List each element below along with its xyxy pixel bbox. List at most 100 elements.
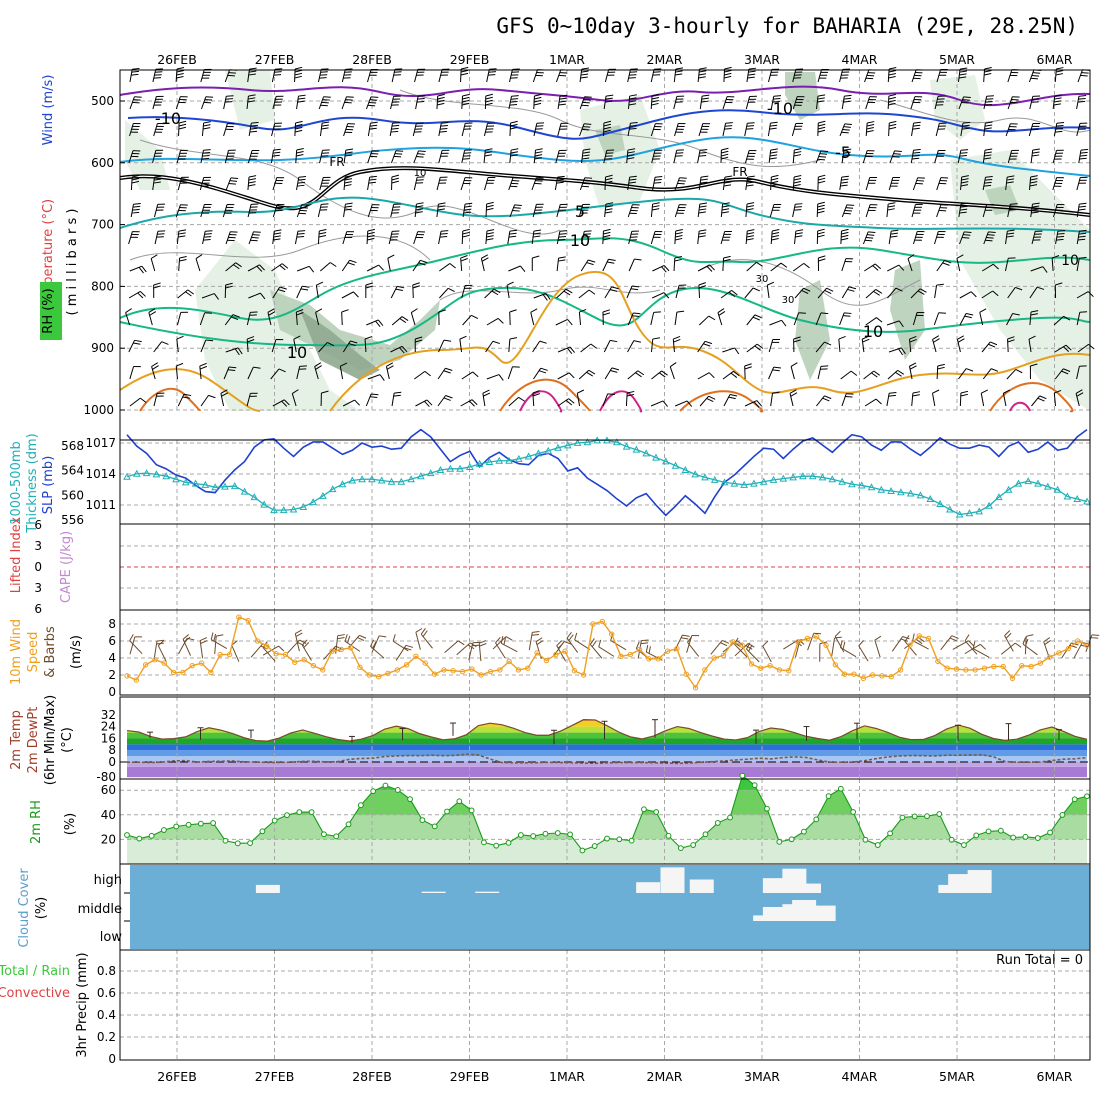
wind10m-barb xyxy=(964,640,978,655)
rh2m-point xyxy=(714,820,721,826)
rh2m-point xyxy=(542,830,549,837)
upper-wind-barb xyxy=(223,123,228,137)
upper-wind-barb xyxy=(887,68,890,83)
upper-wind-barb xyxy=(909,366,913,380)
wind10m-barb-feather xyxy=(1043,637,1050,643)
thickness-point xyxy=(417,472,425,480)
upper-wind-barb-feather xyxy=(862,335,870,340)
upper-wind-barb xyxy=(461,150,466,164)
upper-wind-barb xyxy=(199,312,206,326)
wind10m-point xyxy=(571,668,578,674)
upper-wind-barb-feather xyxy=(247,100,256,103)
lifted-tick: 3 xyxy=(34,539,42,553)
upper-wind-barb-feather xyxy=(486,235,494,238)
rh2m-point xyxy=(197,820,204,827)
upper-wind-barb xyxy=(248,123,252,137)
upper-wind-barb xyxy=(152,177,155,191)
thickness-point xyxy=(808,472,817,480)
upper-wind-barb-feather xyxy=(139,291,146,297)
upper-wind-barb xyxy=(341,69,346,83)
thickness-point xyxy=(456,464,464,472)
slp-grid xyxy=(120,440,1090,524)
upper-air-grid xyxy=(120,70,1090,411)
thickness-point xyxy=(221,482,229,490)
wind10m-barb-feather xyxy=(210,632,214,640)
upper-wind-barb-feather xyxy=(195,254,203,260)
upper-wind-barb-feather xyxy=(843,315,851,317)
wind10m-barb-feather xyxy=(687,636,693,643)
upper-wind-barb-feather xyxy=(1009,209,1017,211)
upper-wind-barb-feather xyxy=(1078,208,1086,211)
upper-wind-barb xyxy=(533,367,542,380)
upper-wind-barb xyxy=(934,96,939,110)
upper-wind-barb-feather xyxy=(386,365,394,370)
upper-wind-barb xyxy=(960,177,963,191)
upper-wind-barb-feather xyxy=(318,231,327,235)
upper-wind-barb-feather xyxy=(793,336,801,340)
upper-wind-barb-feather xyxy=(663,265,670,272)
thickness-point xyxy=(230,482,239,490)
temp-band xyxy=(127,719,1087,721)
upper-wind-barb xyxy=(839,312,845,326)
upper-wind-barb-feather xyxy=(633,312,641,315)
thickness-point xyxy=(642,449,651,457)
upper-wind-barb xyxy=(410,312,416,326)
precip-tick: 0.8 xyxy=(97,964,116,978)
upper-wind-barb xyxy=(768,150,772,164)
wind10m-barb-feather xyxy=(303,642,310,649)
upper-wind-barb xyxy=(1076,96,1080,110)
upper-wind-barb-feather xyxy=(535,148,543,151)
upper-wind-barb xyxy=(317,69,322,83)
upper-wind-barb-feather xyxy=(819,153,828,155)
wind10m-barb-feather xyxy=(422,630,428,637)
wind10m-barb xyxy=(214,636,217,655)
upper-wind-barb-feather xyxy=(391,174,400,178)
upper-wind-barb-feather xyxy=(510,126,518,130)
upper-wind-barb-feather xyxy=(956,254,964,259)
upper-wind-barb xyxy=(580,231,585,245)
upper-wind-barb xyxy=(438,150,443,164)
upper-wind-barb xyxy=(1052,177,1058,191)
upper-wind-barb-feather xyxy=(698,73,707,76)
upper-wind-barb-feather xyxy=(843,100,851,103)
wind10m-barb xyxy=(1000,642,1016,655)
upper-wind-barb xyxy=(652,292,665,299)
wind10m-barb xyxy=(444,640,459,654)
wind10m-barb-feather xyxy=(129,634,134,641)
upper-wind-barb-feather xyxy=(132,205,141,208)
upper-wind-barb xyxy=(698,123,704,137)
upper-wind-barb-feather xyxy=(399,347,405,354)
upper-wind-barb-feather xyxy=(248,178,256,181)
upper-wind-barb-feather xyxy=(868,231,876,234)
upper-wind-barb-feather xyxy=(627,154,635,157)
upper-wind-barb xyxy=(770,393,774,407)
wind10m-barb-feather xyxy=(641,639,649,642)
upper-wind-barb xyxy=(318,96,325,110)
upper-wind-barb xyxy=(861,339,865,353)
upper-wind-barb-feather xyxy=(767,281,775,286)
upper-wind-barb-feather xyxy=(510,123,518,127)
upper-wind-barb-feather xyxy=(1003,389,1011,394)
upper-wind-barb xyxy=(390,204,395,218)
upper-wind-barb-feather xyxy=(699,67,707,70)
upper-wind-barb xyxy=(697,372,710,380)
upper-wind-barb xyxy=(983,68,986,83)
upper-wind-barb-feather xyxy=(756,400,763,407)
wind10m-point xyxy=(469,666,475,672)
thickness-point xyxy=(554,443,562,451)
upper-wind-barb xyxy=(387,258,391,272)
upper-wind-barb-feather xyxy=(297,181,306,184)
upper-wind-barb xyxy=(293,339,297,353)
wind10m-barb xyxy=(904,641,917,656)
upper-wind-barb xyxy=(746,343,758,353)
upper-wind-barb xyxy=(936,177,942,191)
upper-wind-barb xyxy=(981,341,991,353)
upper-wind-barb-feather xyxy=(673,335,681,340)
wind10m-barb-feather xyxy=(902,636,910,640)
upper-wind-barb-feather xyxy=(961,236,970,239)
upper-wind-barb-feather xyxy=(1010,203,1018,205)
upper-wind-barb-feather xyxy=(296,309,304,313)
upper-wind-barb xyxy=(770,230,773,245)
upper-wind-barb xyxy=(817,287,827,299)
